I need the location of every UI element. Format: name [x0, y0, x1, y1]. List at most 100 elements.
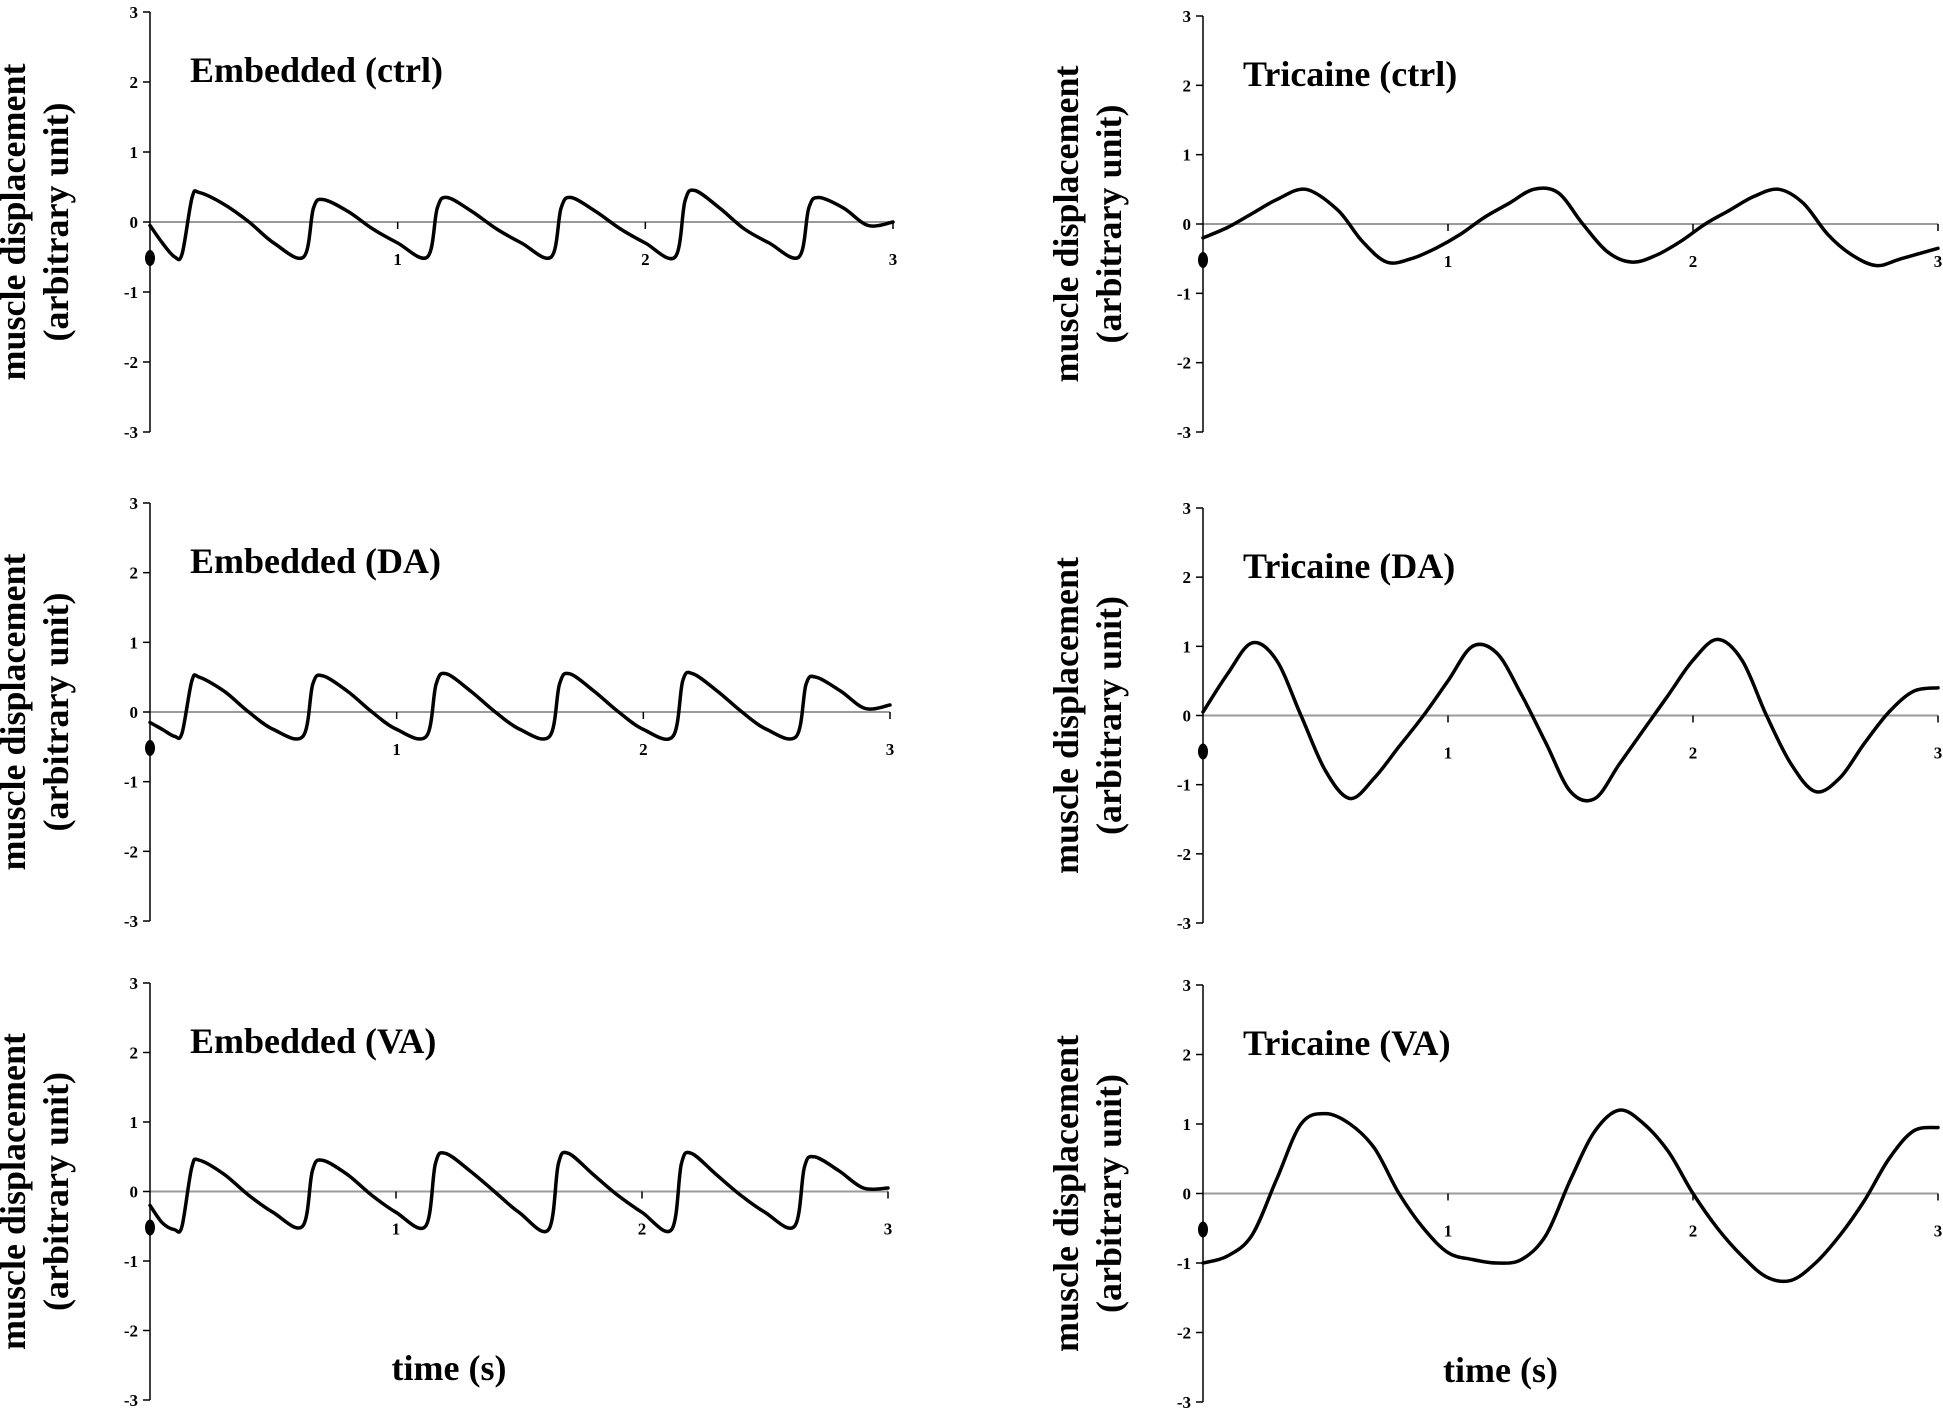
series-line: [148, 1150, 890, 1234]
y-tick-label: 0: [1183, 215, 1192, 234]
y-tick-label: 1: [130, 633, 139, 652]
x-tick-label: 2: [1689, 1222, 1698, 1241]
y-tick-label: 2: [130, 564, 139, 583]
y-tick-label: -3: [124, 912, 138, 931]
y-axis-label: muscle displacement(arbitrary unit): [1046, 1035, 1129, 1352]
x-tick-label: 2: [1689, 744, 1698, 763]
y-tick-label: -3: [1177, 423, 1191, 442]
y-axis-label-line: (arbitrary unit): [1089, 596, 1129, 835]
y-tick-label: 1: [1183, 1115, 1192, 1134]
panel-title: Embedded (VA): [190, 1021, 436, 1061]
y-axis-label-line: muscle displacement: [1046, 1035, 1086, 1352]
y-axis-label-line: (arbitrary unit): [1089, 1074, 1129, 1313]
y-axis-label: muscle displacement(arbitrary unit): [1046, 557, 1129, 874]
x-tick-label: 1: [392, 1220, 401, 1239]
y-tick-label: -1: [124, 1252, 138, 1271]
x-tick-label: 3: [889, 250, 898, 269]
y-tick-label: 2: [1183, 568, 1192, 587]
series-line: [1201, 186, 1940, 268]
y-axis-label-line: muscle displacement: [1046, 557, 1086, 874]
y-axis-label: muscle displacement(arbitrary unit): [0, 554, 76, 871]
origin-marker: [1198, 743, 1208, 760]
y-tick-label: 2: [1183, 76, 1192, 95]
panel-1: 3 2 1 0 -1 -2 -3 1 2 3 Embedded (ctrl) muscle displ…: [0, 3, 897, 442]
panel-2: 3 2 1 0 -1 -2 -3 1 2 3 Tricaine (ctrl) muscle displ…: [1046, 7, 1942, 442]
panel-title: Embedded (ctrl): [190, 50, 443, 90]
panel-4: 3 2 1 0 -1 -2 -3 1 2 3 Tricaine (DA) muscle displac…: [1046, 499, 1942, 933]
y-tick-label: 3: [1183, 7, 1192, 26]
x-tick-label: 3: [886, 740, 895, 759]
x-tick-label: 1: [1444, 252, 1453, 271]
panel-6: 3 2 1 0 -1 -2 -3 1 2 3 Tricaine (VA) muscle displac…: [1046, 976, 1942, 1410]
series-line: [148, 670, 892, 742]
x-tick-label: 1: [1444, 1222, 1453, 1241]
y-tick-label: 3: [1183, 499, 1192, 518]
y-tick-label: -2: [124, 353, 138, 372]
y-axis-label: muscle displacement(arbitrary unit): [1046, 66, 1129, 383]
x-tick-label: 2: [641, 250, 650, 269]
x-tick-label: 1: [1444, 744, 1453, 763]
x-tick-label: 2: [639, 740, 648, 759]
y-tick-label: 3: [130, 974, 139, 993]
series-line: [1201, 637, 1940, 803]
y-axis-label-line: muscle displacement: [1046, 66, 1086, 383]
y-tick-label: 0: [1183, 707, 1192, 726]
y-tick-label: -1: [1177, 1254, 1191, 1273]
y-axis-label-line: (arbitrary unit): [36, 103, 76, 342]
y-tick-label: 0: [130, 1183, 139, 1202]
panel-title: Embedded (DA): [190, 541, 441, 581]
origin-marker: [145, 740, 155, 756]
y-tick-label: -3: [124, 1391, 138, 1410]
y-tick-label: -2: [1177, 845, 1191, 864]
y-tick-label: -2: [1177, 1324, 1191, 1343]
x-axis-label: time (s): [1443, 1350, 1558, 1390]
y-tick-label: -1: [124, 283, 138, 302]
x-tick-label: 1: [393, 250, 402, 269]
y-axis-label: muscle displacement(arbitrary unit): [0, 64, 76, 381]
x-tick-label: 3: [884, 1220, 893, 1239]
y-tick-label: 3: [130, 3, 139, 22]
origin-marker: [1198, 1221, 1208, 1238]
panel-title: Tricaine (VA): [1243, 1023, 1451, 1063]
x-tick-label: 3: [1934, 744, 1943, 763]
series-line: [148, 188, 895, 262]
x-tick-label: 3: [1934, 1222, 1943, 1241]
y-tick-label: 2: [130, 1044, 139, 1063]
y-axis-label-line: (arbitrary unit): [1089, 105, 1129, 344]
y-tick-label: 3: [130, 494, 139, 513]
x-tick-label: 2: [638, 1220, 647, 1239]
panel-5: 3 2 1 0 -1 -2 -3 1 2 3 Embedded (VA) muscle displac…: [0, 974, 892, 1410]
y-tick-label: -2: [1177, 354, 1191, 373]
y-axis-label-line: (arbitrary unit): [36, 593, 76, 832]
x-tick-label: 1: [392, 740, 401, 759]
origin-marker: [1198, 252, 1208, 268]
x-tick-label: 3: [1934, 252, 1943, 271]
y-tick-label: -3: [1177, 1393, 1191, 1410]
y-tick-label: 1: [1183, 146, 1192, 165]
origin-marker: [145, 1219, 155, 1236]
y-axis-label-line: muscle displacement: [0, 1033, 33, 1350]
panel-title: Tricaine (DA): [1243, 546, 1455, 586]
x-axis-label: time (s): [392, 1348, 507, 1388]
y-tick-label: 0: [130, 213, 139, 232]
y-tick-label: 1: [130, 1113, 139, 1132]
y-tick-label: 0: [1183, 1185, 1192, 1204]
y-tick-label: 0: [130, 703, 139, 722]
origin-marker: [145, 250, 155, 266]
y-tick-label: -1: [124, 773, 138, 792]
y-tick-label: -2: [124, 1322, 138, 1341]
y-tick-label: -2: [124, 842, 138, 861]
y-tick-label: 3: [1183, 976, 1192, 995]
series-line: [1201, 1108, 1940, 1284]
x-tick-label: 2: [1689, 252, 1698, 271]
y-tick-label: -1: [1177, 284, 1191, 303]
y-tick-label: 2: [1183, 1046, 1192, 1065]
y-axis-label: muscle displacement(arbitrary unit): [0, 1033, 76, 1350]
y-axis-label-line: muscle displacement: [0, 554, 33, 871]
y-axis-label-line: muscle displacement: [0, 64, 33, 381]
y-tick-label: -3: [1177, 914, 1191, 933]
y-tick-label: 1: [1183, 637, 1192, 656]
panel-3: 3 2 1 0 -1 -2 -3 1 2 3 Embedded (DA) muscle displac…: [0, 494, 894, 931]
y-tick-label: 1: [130, 143, 139, 162]
